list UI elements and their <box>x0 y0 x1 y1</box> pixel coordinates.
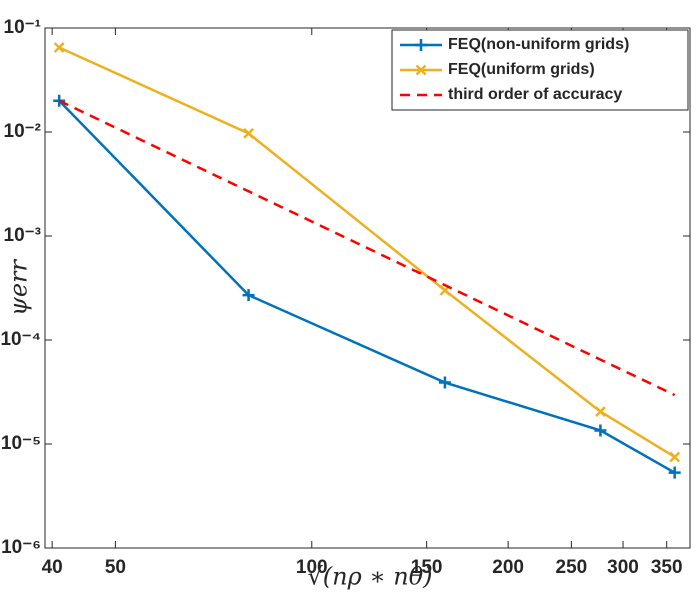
x-tick-label: 150 <box>411 557 443 578</box>
x-tick-label: 350 <box>651 557 683 578</box>
plot-frame <box>44 27 691 549</box>
y-tick-label: 10⁻³ <box>4 225 42 246</box>
legend-marker <box>415 64 427 76</box>
y-tick-label: 10⁻⁴ <box>0 329 41 350</box>
series-line <box>58 99 676 474</box>
x-tick-label: 40 <box>42 557 63 578</box>
point-marker <box>669 451 681 463</box>
y-tick-label: 10⁻² <box>4 121 42 142</box>
y-tick-label: 10⁻⁵ <box>1 433 41 454</box>
x-tick-label: 200 <box>492 557 524 578</box>
point-marker <box>53 42 65 53</box>
x-tick-label: 250 <box>556 557 588 578</box>
legend-label: third order of accuracy <box>448 86 622 103</box>
legend-marker <box>415 39 427 51</box>
y-tick-label: 10⁻⁶ <box>1 537 41 558</box>
x-axis-label: √(nρ ∗ nθ) <box>307 563 432 591</box>
point-marker <box>242 289 255 302</box>
y-tick-label: 10⁻¹ <box>4 17 42 38</box>
x-tick-label: 50 <box>105 557 126 578</box>
legend-label: FEQ(uniform grids) <box>448 61 595 78</box>
point-marker <box>668 466 681 479</box>
x-tick-label: 300 <box>607 557 639 578</box>
point-marker <box>243 127 254 139</box>
series-line <box>58 99 676 397</box>
point-marker <box>438 376 451 389</box>
x-tick-label: 100 <box>296 557 328 578</box>
point-marker <box>594 424 607 437</box>
legend-label: FEQ(non-uniform grids) <box>448 36 629 53</box>
point-marker <box>595 406 606 417</box>
y-axis-label: ψerr <box>5 258 33 315</box>
